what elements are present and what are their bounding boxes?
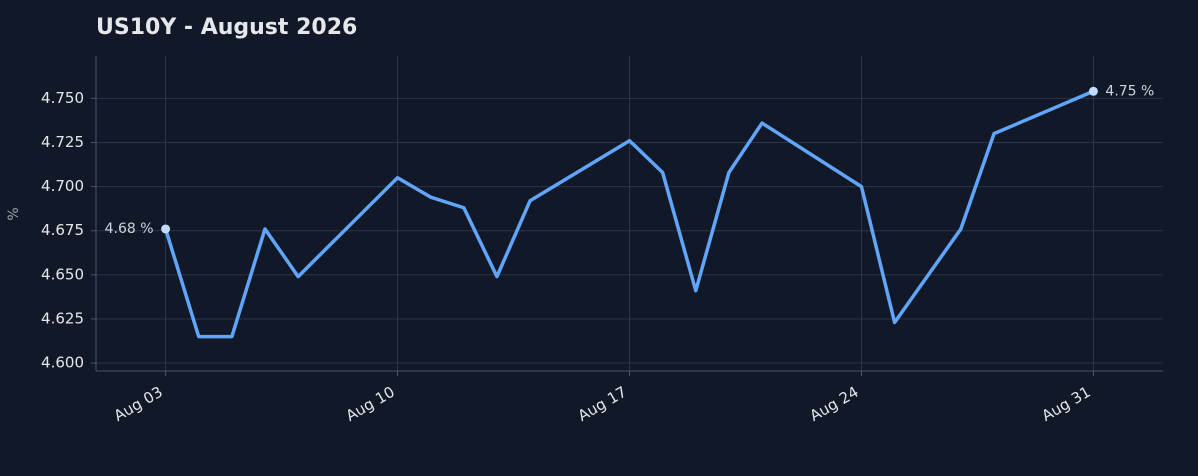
y-tick-label: 4.600 [41,354,84,372]
y-tick-label: 4.675 [41,221,84,239]
line [163,89,1095,339]
y-tick-label: 4.700 [41,177,84,195]
y-tick-label: 4.750 [41,89,84,107]
y-axis-label: % [6,207,22,220]
value-label: 4.68 % [105,221,154,237]
value-label: 4.75 % [1105,83,1154,99]
y-tick-label: 4.650 [41,265,84,283]
chart-title: US10Y - August 2026 [96,15,357,40]
end-marker [1088,86,1098,96]
end-marker [161,224,171,234]
y-tick-label: 4.725 [41,133,84,151]
y-tick-label: 4.625 [41,309,84,327]
